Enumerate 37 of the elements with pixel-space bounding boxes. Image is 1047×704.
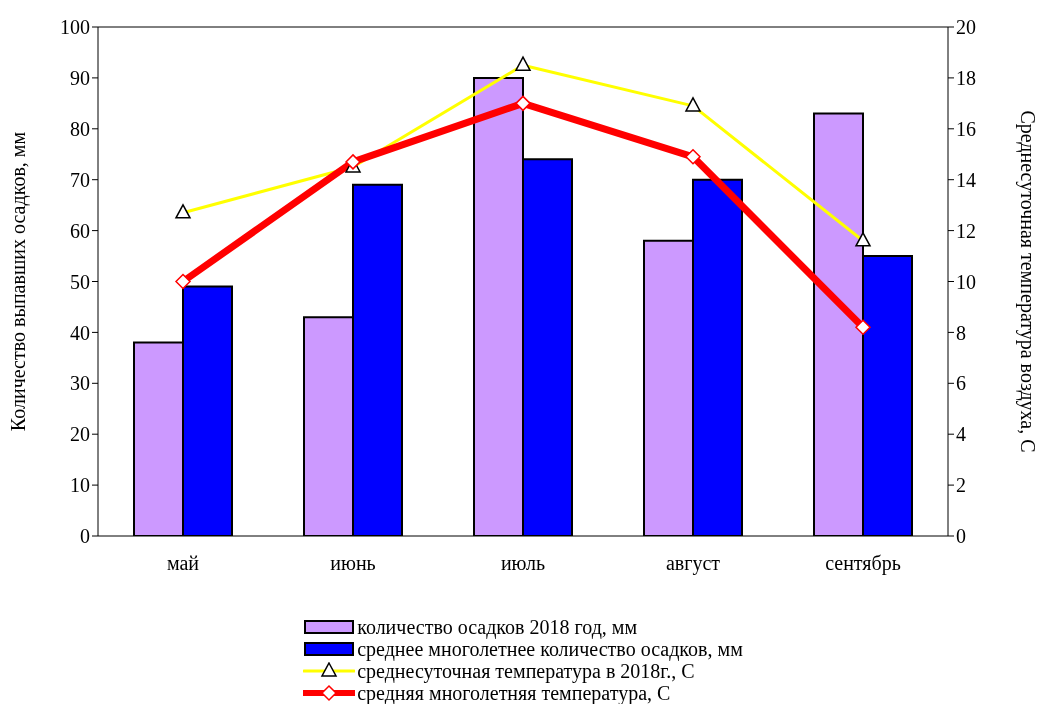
x-tick-label: май	[166, 552, 200, 575]
y2-tick-label: 6	[956, 372, 966, 395]
y-tick-label: 70	[70, 168, 90, 191]
y-tick-label: 60	[70, 219, 90, 242]
y-tick-label: 0	[80, 525, 90, 548]
y2-tick-label: 8	[956, 321, 966, 344]
point	[175, 273, 191, 290]
y-tick-label: 80	[70, 117, 90, 140]
legend-label: средняя многолетняя температура, С	[357, 682, 671, 704]
y2-tick-label: 14	[956, 168, 976, 191]
y2-tick-label: 18	[956, 67, 976, 89]
y2-tick-label: 0	[956, 525, 966, 548]
x-tick-label: август	[665, 552, 721, 576]
y2-tick-label: 12	[956, 219, 976, 242]
y-axis-title: Количество выпавших осадков, мм	[7, 131, 31, 432]
y2-tick-label: 20	[956, 16, 976, 39]
y-tick-label: 50	[70, 270, 90, 293]
y-tick-label: 20	[70, 423, 90, 446]
x-tick-label: июль	[500, 552, 546, 575]
legend-label: количество осадков 2018 год, мм	[357, 616, 638, 638]
point	[685, 149, 701, 165]
y-tick-label: 40	[70, 321, 90, 344]
x-tick-label: июнь	[330, 552, 376, 575]
legend-label: среднее многолетнее количество осадков, мм	[357, 638, 743, 660]
point	[515, 95, 531, 112]
y2-tick-label: 16	[956, 117, 976, 140]
y-tick-label: 90	[70, 67, 90, 89]
y-tick-label: 100	[60, 16, 90, 39]
legend-label: среднесуточная температура в 2018г., С	[357, 660, 695, 682]
y-tick-label: 10	[70, 474, 90, 497]
y2-axis-title: Среднесуточная температура воздуха, С	[1015, 110, 1039, 453]
y-tick-label: 30	[70, 372, 90, 395]
y2-tick-label: 4	[956, 423, 966, 446]
y2-tick-label: 10	[956, 270, 976, 293]
y2-tick-label: 2	[956, 474, 966, 497]
point	[855, 319, 871, 336]
x-tick-label: сентябрь	[825, 552, 901, 576]
